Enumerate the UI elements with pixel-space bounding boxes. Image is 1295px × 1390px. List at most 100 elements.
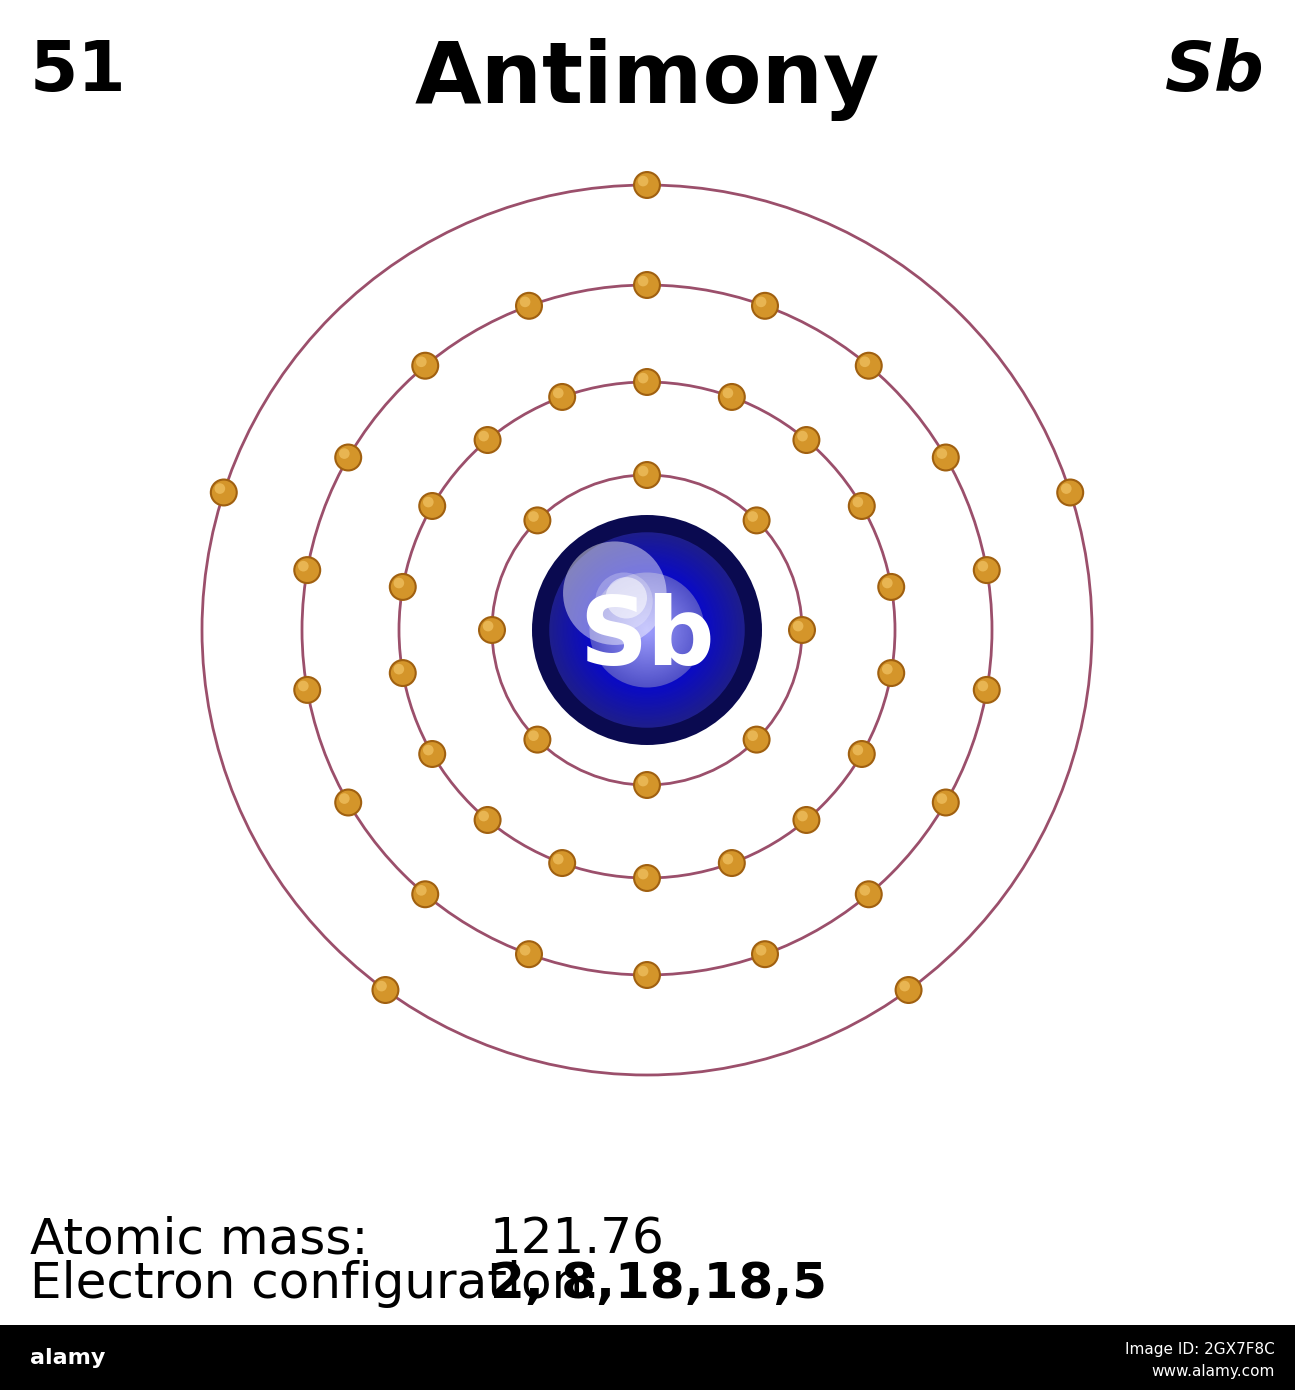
Circle shape xyxy=(478,431,490,442)
Circle shape xyxy=(416,356,426,367)
Text: Antimony: Antimony xyxy=(414,38,881,121)
Circle shape xyxy=(578,562,716,699)
Circle shape xyxy=(570,552,725,708)
Circle shape xyxy=(558,541,736,719)
Circle shape xyxy=(591,574,703,687)
Circle shape xyxy=(635,617,660,644)
Circle shape xyxy=(793,621,803,631)
Circle shape xyxy=(850,742,874,766)
Circle shape xyxy=(212,481,236,505)
Circle shape xyxy=(635,694,659,717)
Circle shape xyxy=(616,600,677,660)
Circle shape xyxy=(416,885,426,895)
Circle shape xyxy=(523,726,552,753)
Circle shape xyxy=(536,520,758,741)
Text: 121.76: 121.76 xyxy=(490,1215,664,1264)
Circle shape xyxy=(637,776,649,787)
Circle shape xyxy=(601,584,693,676)
Circle shape xyxy=(293,676,321,703)
Circle shape xyxy=(391,575,414,599)
Circle shape xyxy=(936,794,947,803)
Circle shape xyxy=(751,292,780,320)
Circle shape xyxy=(584,567,710,694)
Circle shape xyxy=(295,678,319,702)
Circle shape xyxy=(723,388,733,399)
Circle shape xyxy=(589,573,704,688)
Text: Atomic mass:: Atomic mass: xyxy=(30,1215,400,1264)
Circle shape xyxy=(635,370,659,393)
Text: Electron configuration:: Electron configuration: xyxy=(30,1259,632,1308)
Circle shape xyxy=(515,292,543,320)
Circle shape xyxy=(629,613,664,648)
Circle shape xyxy=(556,538,739,721)
Circle shape xyxy=(633,271,660,299)
Circle shape xyxy=(546,530,747,731)
Text: 2, 8,18,18,5: 2, 8,18,18,5 xyxy=(490,1259,828,1308)
Circle shape xyxy=(936,448,947,459)
Circle shape xyxy=(754,942,777,966)
Circle shape xyxy=(895,976,922,1004)
Circle shape xyxy=(795,428,818,452)
Circle shape xyxy=(421,742,444,766)
Circle shape xyxy=(334,443,363,471)
Circle shape xyxy=(293,556,321,584)
Circle shape xyxy=(857,883,881,906)
Circle shape xyxy=(638,621,655,638)
Circle shape xyxy=(635,174,659,197)
Circle shape xyxy=(637,696,649,706)
Circle shape xyxy=(540,524,754,737)
Circle shape xyxy=(633,368,660,396)
Circle shape xyxy=(418,492,447,520)
Circle shape xyxy=(742,506,771,534)
Circle shape xyxy=(623,606,671,655)
Circle shape xyxy=(519,296,531,307)
Circle shape xyxy=(553,388,563,399)
Text: Sb: Sb xyxy=(1166,38,1265,106)
Circle shape xyxy=(635,463,659,486)
Circle shape xyxy=(569,550,726,709)
Circle shape xyxy=(545,528,749,733)
Circle shape xyxy=(544,527,751,734)
Circle shape xyxy=(934,791,958,815)
Circle shape xyxy=(561,543,733,716)
Circle shape xyxy=(337,446,360,470)
Circle shape xyxy=(627,610,667,651)
Circle shape xyxy=(787,616,816,644)
Circle shape xyxy=(723,853,733,865)
Circle shape xyxy=(635,272,659,297)
Circle shape xyxy=(646,628,649,631)
Circle shape xyxy=(975,559,998,582)
Circle shape xyxy=(798,810,808,821)
Circle shape xyxy=(339,448,350,459)
Circle shape xyxy=(579,563,715,698)
Circle shape xyxy=(899,981,910,991)
Circle shape xyxy=(581,564,714,696)
Circle shape xyxy=(339,794,350,803)
Circle shape xyxy=(642,626,651,634)
Circle shape xyxy=(575,559,719,702)
Circle shape xyxy=(423,745,434,755)
Circle shape xyxy=(855,880,883,908)
Circle shape xyxy=(882,578,892,588)
Circle shape xyxy=(742,726,771,753)
Circle shape xyxy=(637,175,649,186)
Circle shape xyxy=(391,662,414,685)
Circle shape xyxy=(550,385,574,409)
Circle shape xyxy=(548,384,576,411)
Circle shape xyxy=(635,866,659,890)
Circle shape xyxy=(576,560,717,701)
Circle shape xyxy=(860,885,870,895)
Circle shape xyxy=(622,605,673,656)
Circle shape xyxy=(628,612,666,649)
Circle shape xyxy=(523,506,552,534)
Circle shape xyxy=(566,549,728,710)
Circle shape xyxy=(633,541,660,569)
Circle shape xyxy=(637,373,649,384)
Circle shape xyxy=(852,745,864,755)
Circle shape xyxy=(879,662,903,685)
Circle shape xyxy=(583,566,712,695)
Circle shape xyxy=(550,851,574,874)
Circle shape xyxy=(633,865,660,892)
Circle shape xyxy=(423,496,434,507)
Circle shape xyxy=(596,573,653,630)
